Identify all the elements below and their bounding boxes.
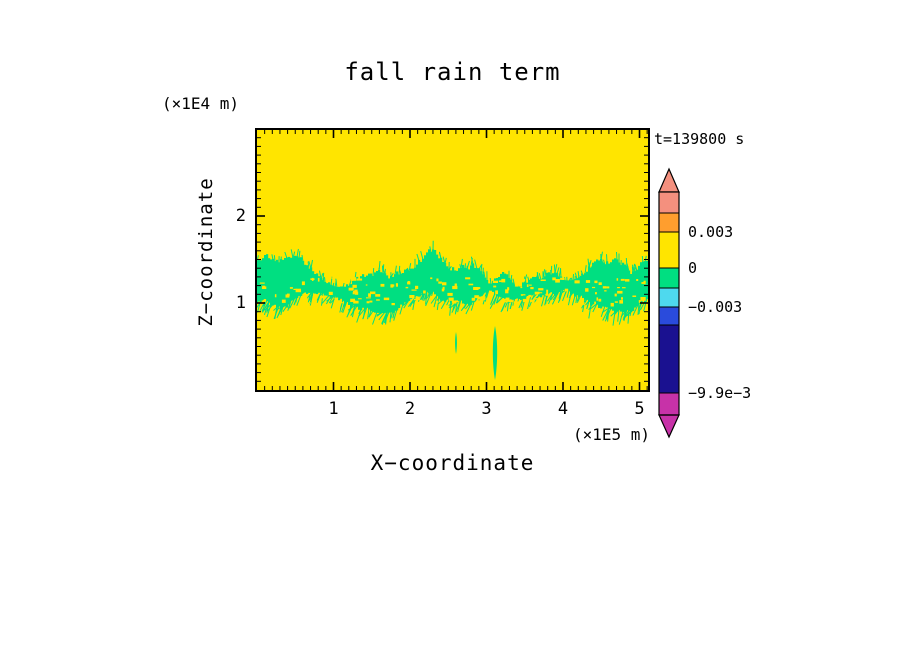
z-axis-unit-label: (×1E4 m) bbox=[162, 94, 240, 113]
colorbar-tick-label: −9.9e−3 bbox=[688, 384, 752, 402]
x-tick-label: 4 bbox=[557, 399, 569, 419]
x-tick-label: 5 bbox=[634, 399, 645, 419]
colorbar-tick-label: 0.003 bbox=[688, 223, 734, 241]
x-axis-label: X−coordinate bbox=[370, 451, 535, 475]
figure-title: fall rain term bbox=[344, 58, 561, 86]
field-plot bbox=[257, 130, 648, 390]
z-tick-label: 2 bbox=[235, 206, 246, 226]
z-tick-label: 1 bbox=[235, 293, 246, 313]
x-tick-label: 3 bbox=[481, 399, 492, 419]
x-axis-unit-label: (×1E5 m) bbox=[572, 425, 650, 444]
z-axis-label: Z−coordinate bbox=[195, 177, 217, 327]
colorbar bbox=[658, 167, 680, 439]
colorbar-tick-label: 0 bbox=[688, 259, 698, 277]
colorbar-tick-label: −0.003 bbox=[688, 298, 743, 316]
x-tick-label: 2 bbox=[404, 399, 416, 419]
x-tick-label: 1 bbox=[328, 399, 339, 419]
time-label: t=139800 s bbox=[654, 130, 745, 148]
plot-area bbox=[255, 128, 650, 392]
